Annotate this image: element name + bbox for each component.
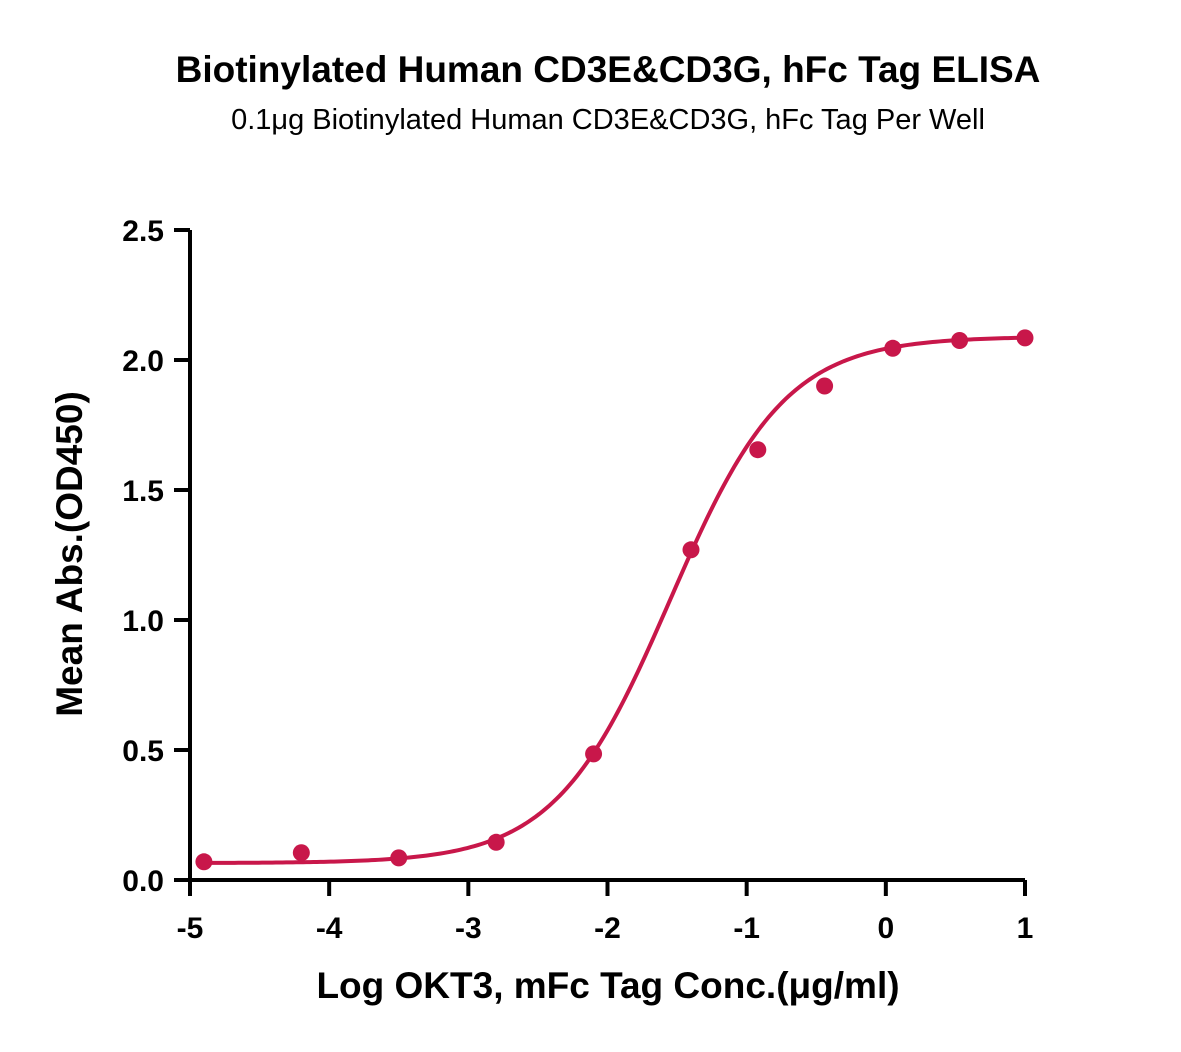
y-axis-label: Mean Abs.(OD450) bbox=[49, 391, 90, 717]
data-point bbox=[390, 849, 408, 867]
y-tick-label: 0.5 bbox=[122, 735, 164, 768]
data-point bbox=[585, 745, 603, 763]
data-point bbox=[195, 853, 213, 871]
fit-curve bbox=[203, 335, 1026, 865]
data-point bbox=[816, 377, 834, 395]
y-tick-label: 1.0 bbox=[122, 605, 164, 638]
data-point bbox=[682, 541, 700, 559]
x-tick-label: 0 bbox=[877, 912, 894, 945]
y-tick-label: 2.0 bbox=[122, 345, 164, 378]
y-tick-label: 0.0 bbox=[122, 865, 164, 898]
x-tick-label: -3 bbox=[455, 912, 482, 945]
x-axis-label: Log OKT3, mFc Tag Conc.(μg/ml) bbox=[316, 965, 899, 1006]
chart-title: Biotinylated Human CD3E&CD3G, hFc Tag EL… bbox=[176, 49, 1041, 90]
data-points bbox=[195, 329, 1034, 871]
x-tick-label: -1 bbox=[733, 912, 760, 945]
data-point bbox=[487, 833, 505, 851]
data-point bbox=[884, 339, 902, 357]
y-tick-label: 2.5 bbox=[122, 215, 164, 248]
x-tick-label: 1 bbox=[1017, 912, 1034, 945]
x-axis-ticks: -5 -4 -3 -2 -1 0 1 bbox=[177, 880, 1034, 945]
chart-subtitle: 0.1μg Biotinylated Human CD3E&CD3G, hFc … bbox=[231, 104, 985, 136]
x-tick-label: -5 bbox=[177, 912, 204, 945]
x-tick-label: -4 bbox=[316, 912, 343, 945]
data-point bbox=[1016, 329, 1034, 347]
data-point bbox=[749, 441, 767, 459]
y-axis-ticks: 0.0 0.5 1.0 1.5 2.0 2.5 bbox=[122, 215, 190, 898]
data-point bbox=[292, 844, 310, 862]
y-tick-label: 1.5 bbox=[122, 475, 164, 508]
x-tick-label: -2 bbox=[594, 912, 621, 945]
data-point bbox=[951, 332, 969, 349]
